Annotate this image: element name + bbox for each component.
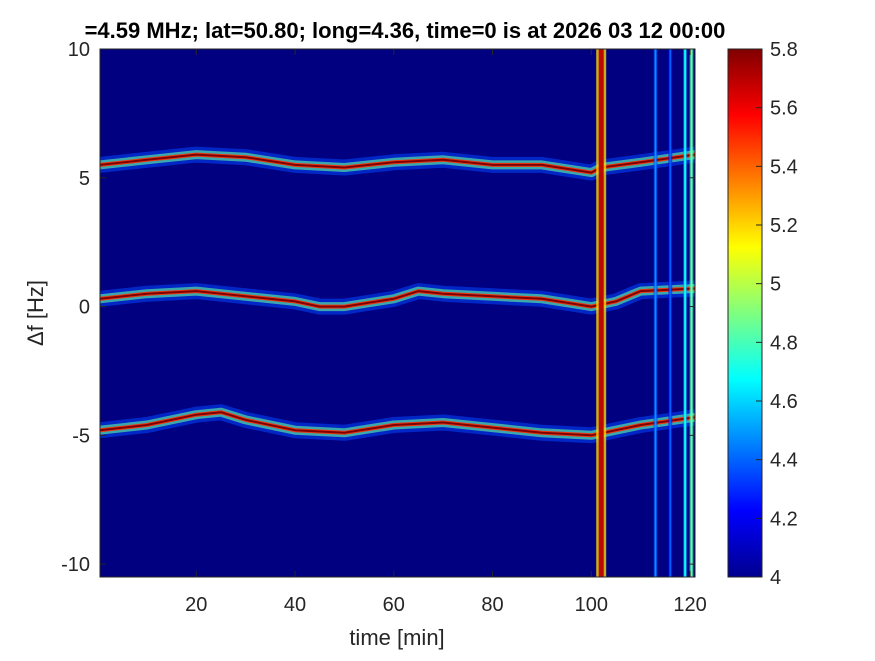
- y-tick-label: -10: [61, 554, 90, 576]
- plot-frame: [99, 48, 696, 578]
- x-tick-label: 120: [673, 594, 706, 616]
- colorbar-tick-label: 5: [770, 274, 781, 296]
- y-tick-label: 0: [79, 297, 90, 319]
- plot-area: [99, 48, 696, 578]
- y-tick-label: 10: [68, 39, 90, 61]
- x-tick-label: 60: [383, 594, 405, 616]
- colorbar-tick-label: 4.4: [770, 450, 798, 472]
- y-axis-ticks: 10 5 0 -5 -10: [61, 39, 695, 576]
- colorbar-tick-label: 5.8: [770, 39, 798, 61]
- x-tick-label: 80: [481, 594, 503, 616]
- colorbar-tick-label: 5.2: [770, 215, 798, 237]
- colorbar-ticks: 4 4.2 4.4 4.6 4.8 5 5.2 5.4 5.6 5.8: [756, 39, 798, 589]
- trace-lower-layer-3: [100, 411, 695, 437]
- y-axis-label: Δf [Hz]: [23, 280, 48, 346]
- vertical-band-3: [684, 49, 687, 577]
- colorbar: 4 4.2 4.4 4.6 4.8 5 5.2 5.4 5.6 5.8: [727, 39, 798, 589]
- colorbar-tick-label: 5.4: [770, 156, 798, 178]
- colorbar-bar: [727, 48, 763, 578]
- colorbar-tick-label: 4: [770, 567, 781, 589]
- x-tick-label: 20: [185, 594, 207, 616]
- x-tick-label: 100: [575, 594, 608, 616]
- vertical-band-0: [598, 49, 604, 577]
- colorbar-tick-label: 5.6: [770, 98, 798, 120]
- y-tick-label: -5: [72, 425, 90, 447]
- vertical-band-1: [654, 49, 657, 577]
- vertical-band-4: [690, 49, 693, 577]
- x-axis-label: time [min]: [349, 625, 444, 650]
- chart-title: =4.59 MHz; lat=50.80; long=4.36, time=0 …: [85, 18, 726, 43]
- vertical-band-2: [669, 49, 672, 577]
- colorbar-tick-label: 4.2: [770, 508, 798, 530]
- y-tick-label: 5: [79, 168, 90, 190]
- x-tick-label: 40: [284, 594, 306, 616]
- colorbar-tick-label: 4.6: [770, 391, 798, 413]
- colorbar-tick-label: 4.8: [770, 332, 798, 354]
- x-axis-ticks: 20 40 60 80 100 120: [185, 49, 707, 616]
